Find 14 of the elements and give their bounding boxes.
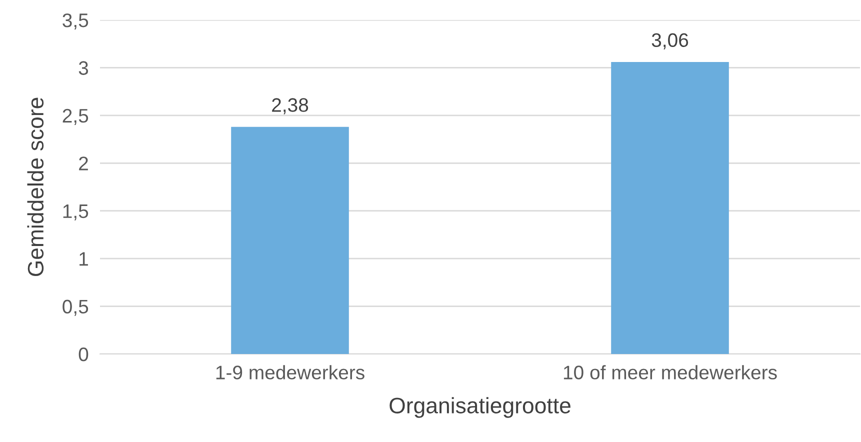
x-tick-label: 10 of meer medewerkers (564, 365, 777, 380)
data-label: 2,38 (272, 98, 308, 114)
y-tick-label: 0,5 (62, 300, 88, 316)
y-tick-label: 0 (78, 347, 88, 362)
y-axis-title: Gemiddelde score (27, 98, 44, 276)
x-tick-label: 1-9 medewerkers (216, 365, 364, 380)
y-tick-label: 1 (80, 252, 88, 266)
y-tick-label: 2,5 (62, 108, 88, 125)
y-tick-label: 3 (78, 61, 88, 75)
y-tick-label: 1,5 (63, 204, 88, 220)
data-label: 3,06 (652, 33, 688, 50)
y-tick-label: 2 (79, 156, 88, 170)
x-axis-title: Organisatiegrootte (390, 397, 570, 418)
y-tick-label: 3,5 (62, 13, 88, 30)
